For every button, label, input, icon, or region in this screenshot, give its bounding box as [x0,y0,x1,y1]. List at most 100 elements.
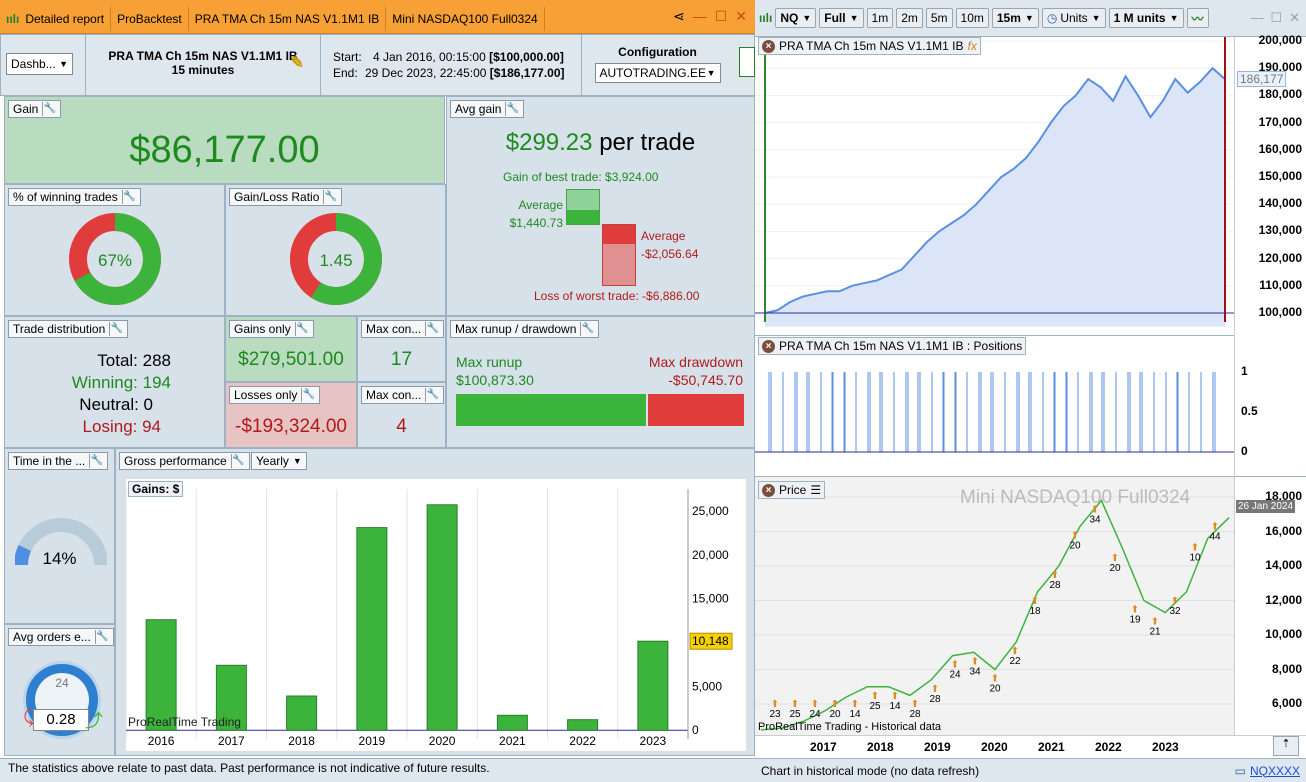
status-text: Chart in historical mode (no data refres… [761,763,980,778]
wrench-icon[interactable]: 🔧 [294,322,309,336]
trade-label: 22 [1009,656,1021,667]
trade-arrow: ⬆ [951,660,959,671]
worst-trade: Loss of worst trade: -$6,886.00 [534,289,700,303]
gross-panel: Gross performance 🔧 Yearly ▼ 2016 2017 2018 2… [115,448,755,756]
trade-label: 28 [1049,580,1061,591]
bar-2020 [426,504,458,731]
trade-arrow: ⬆ [991,674,999,685]
config-select[interactable]: AUTOTRADING.EE ▼ [594,63,721,83]
scroll-button[interactable]: ⇡ [1273,736,1299,756]
wrench-icon[interactable]: 🔧 [580,322,595,336]
positions-y-tick: 0 [1241,444,1248,458]
y-tick-label: 5,000 [692,679,722,693]
tab-instrument[interactable]: Mini NASDAQ100 Full0324 [386,7,545,31]
max-con-loss-panel: Max con... 🔧 4 [357,382,446,448]
equity-y-tick: 120,000 [1258,250,1302,265]
chevron-down-icon: ▼ [59,59,68,69]
report-tabbar: ıılı Detailed report ProBacktest PRA TMA … [0,0,755,34]
chart-icon: ıılı [6,12,20,26]
close-icon[interactable]: ✕ [1289,10,1300,25]
trade-arrow: ⬆ [1031,596,1039,607]
x-tick-label: 2017 [218,734,245,748]
units-select[interactable]: ◷ Units ▼ [1041,8,1106,28]
price-y-tick: 12,000 [1265,592,1302,607]
equity-y-tick: 130,000 [1258,223,1302,238]
wrench-icon[interactable]: 🔧 [301,388,316,402]
arrow-down-icon: ⤹ [23,707,34,727]
positions-y-tick: 1 [1241,364,1248,378]
backtest-period: Start: 4 Jan 2016, 00:15:00 [$100,000.00]… [333,50,565,80]
trade-arrow: ⬆ [831,699,839,710]
gains-only-panel: Gains only 🔧 $279,501.00 [225,316,357,382]
total-trades: Total: 288 [97,351,171,370]
indicator-button[interactable]: 〰 [1186,8,1209,28]
gross-chart: 2016 2017 2018 2019 2020 2021 2022 2023 0 5,000 10… [126,479,746,751]
positions-y-tick: 0.5 [1241,404,1258,418]
equity-yaxis: 200,000 190,000 180,000 170,000 160,000 150,0… [1234,33,1306,336]
minimize-icon[interactable]: — [692,8,707,24]
equity-last-value: 186,177 [1237,70,1287,87]
trade-label: 28 [929,694,941,705]
runup-bar [456,394,646,426]
trade-arrow: ⬆ [931,684,939,695]
wrench-icon[interactable]: 🔧 [425,322,440,336]
symbol-select[interactable]: NQ ▼ [775,8,817,28]
list-icon[interactable]: ☰ [810,483,822,497]
price-yaxis: 18,000 16,000 14,000 12,000 10,000 8,000 6,000 [1234,477,1306,735]
close-pane-icon[interactable]: × [762,39,775,53]
view-select[interactable]: Dashb... ▼ [6,53,73,75]
wrench-icon[interactable]: 🔧 [94,630,109,644]
x-tick-label: 2022 [569,734,596,748]
tf-select[interactable]: 15m ▼ [991,8,1039,28]
trade-arrow: ⬆ [791,699,799,710]
wrench-icon[interactable]: 🔧 [323,190,338,204]
price-title: Price [779,483,807,497]
trade-arrow: ⬆ [1111,553,1119,564]
wrench-icon[interactable]: 🔧 [121,190,136,204]
tf-10m[interactable]: 10m [955,8,989,28]
system-name: PRA TMA Ch 15m NAS V1.1M1 IB [108,49,298,63]
close-icon[interactable]: ✕ [735,8,747,24]
mode-select[interactable]: Full ▼ [819,8,864,28]
wrench-icon[interactable]: 🔧 [425,388,440,402]
tab-probacktest[interactable]: ProBacktest [111,7,189,31]
tf-2m[interactable]: 2m [896,8,923,28]
units-count-select[interactable]: 1 M units ▼ [1108,8,1184,28]
price-x-tick: 2018 [867,740,894,754]
symbol-link[interactable]: NQXXXX [1249,763,1300,778]
formula-icon[interactable]: fx [967,39,977,53]
maximize-icon[interactable]: ☐ [714,8,728,24]
wrench-icon[interactable]: 🔧 [109,322,123,336]
best-trade: Gain of best trade: $3,924.00 [503,170,659,184]
timeframe: 15 minutes [171,63,235,77]
wrench-icon[interactable]: 🔧 [230,454,245,468]
price-y-tick: 10,000 [1265,627,1302,641]
winning-donut: 67% [69,213,161,305]
trade-arrow: ⬆ [1171,596,1179,607]
tf-5m[interactable]: 5m [925,8,953,28]
export-icon[interactable] [739,47,755,77]
bar-2019 [356,527,388,731]
tab-detailed-report[interactable]: ıılı Detailed report [0,7,112,31]
wrench-icon[interactable]: 🔧 [505,102,520,116]
period-select[interactable]: Yearly ▼ [251,452,307,470]
trade-label: 14 [849,709,861,720]
wrench-icon[interactable]: 🔧 [89,454,103,468]
tab-system[interactable]: PRA TMA Ch 15m NAS V1.1M1 IB [189,7,387,31]
share-icon[interactable]: ⋖ [672,8,685,24]
x-tick-label: 2019 [359,734,386,748]
price-x-tick: 2019 [924,740,951,754]
equity-y-tick: 140,000 [1258,196,1302,211]
max-con-loss-value: 4 [396,416,407,437]
trade-label: 20 [989,684,1001,695]
price-x-tick: 2017 [810,740,837,754]
edit-icon[interactable]: ✎ [290,55,304,72]
x-tick-label: 2020 [429,734,456,748]
wrench-icon[interactable]: 🔧 [42,102,57,116]
close-pane-icon[interactable]: × [762,483,775,497]
minimize-icon[interactable]: — [1250,10,1264,25]
maximize-icon[interactable]: ☐ [1270,10,1283,25]
tf-1m[interactable]: 1m [866,8,894,28]
bar-2018 [286,695,318,731]
close-pane-icon[interactable]: × [762,339,775,353]
